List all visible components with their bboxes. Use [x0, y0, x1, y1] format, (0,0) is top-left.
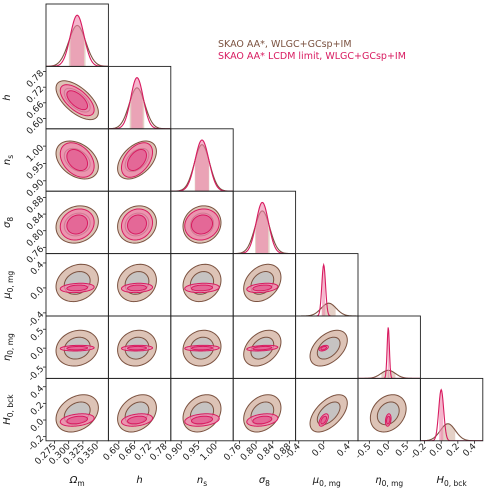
- x-tick-label: 0.0: [375, 442, 392, 459]
- panel-1d-H0: [420, 388, 483, 441]
- x-axis-label: ns: [197, 475, 207, 488]
- x-axis-label: η0, mg: [375, 475, 403, 488]
- contour-68-lcdm: [127, 345, 147, 351]
- panel-s8-eta0: [243, 329, 282, 367]
- x-tick-label: 0.90: [164, 442, 185, 463]
- panel-1d-ns: [170, 139, 234, 192]
- contour-68-lcdm: [190, 415, 214, 425]
- contour-68-lcdm: [66, 345, 89, 351]
- y-axis-label: ns: [2, 155, 15, 165]
- contour-68-lcdm: [66, 214, 89, 235]
- y-axis-label: η0, mg: [2, 333, 15, 361]
- posterior-curve-lcdm: [170, 139, 234, 192]
- panel-s8-H0: [243, 394, 282, 433]
- contour-68-lcdm: [66, 415, 89, 425]
- legend-entry-skao: SKAO AA*, WLGC+GCsp+IM: [218, 39, 352, 50]
- panel-1d-Om: [46, 14, 109, 67]
- panel-frame: [419, 377, 484, 442]
- posterior-band-skao: [440, 423, 456, 441]
- panel-1d-s8: [233, 201, 296, 254]
- posterior-band-lcdm: [131, 77, 143, 129]
- posterior-band-lcdm: [322, 264, 326, 316]
- contour-68-lcdm: [252, 284, 273, 292]
- panel-h-eta0: [117, 329, 157, 367]
- y-axis-label: μ0, mg: [2, 271, 15, 300]
- contour-68-lcdm: [386, 415, 391, 425]
- contour-68-skao: [376, 401, 400, 426]
- panel-Om-H0: [55, 394, 99, 433]
- x-tick-label: 0.95: [181, 442, 202, 463]
- x-tick-label: -0.2: [409, 442, 428, 461]
- x-tick-label: 0.0: [428, 442, 445, 459]
- panel-s8-mu0: [243, 263, 282, 303]
- posterior-curve-lcdm: [295, 262, 358, 317]
- panel-ns-s8: [182, 205, 222, 244]
- contour-68-lcdm: [190, 284, 214, 292]
- x-tick-label: 0.84: [256, 442, 277, 463]
- y-tick-label: 0.0: [29, 417, 46, 434]
- contour-68-lcdm: [320, 415, 328, 425]
- posterior-curve-lcdm: [46, 14, 109, 67]
- panel-Om-h: [55, 80, 99, 121]
- contour-68-lcdm: [190, 214, 214, 235]
- panel-mu0-H0: [309, 394, 348, 433]
- y-axis-label: h: [2, 94, 13, 100]
- panel-Om-eta0: [55, 329, 99, 367]
- x-tick-label: 0.4: [461, 442, 478, 459]
- legend-entry-lcdm: SKAO AA* LCDM limit, WLGC+GCsp+IM: [218, 51, 406, 62]
- y-tick-label: 0.4: [29, 384, 46, 401]
- y-tick-label: 0.0: [29, 285, 46, 302]
- panel-1d-h: [108, 77, 171, 129]
- contour-68-lcdm: [127, 148, 147, 172]
- posterior-band-lcdm: [439, 389, 444, 441]
- contour-68-lcdm: [127, 284, 147, 292]
- x-tick-label: 0.2: [445, 442, 462, 459]
- y-axis-label: H0, bck: [2, 394, 15, 425]
- posterior-band-lcdm: [195, 140, 209, 192]
- contour-68-lcdm: [190, 345, 214, 351]
- contour-68-lcdm: [127, 415, 147, 425]
- panel-ns-H0: [182, 394, 222, 433]
- panel-1d-eta0: [358, 327, 421, 379]
- panel-h-s8: [117, 205, 157, 244]
- panel-eta0-H0: [369, 394, 407, 433]
- panel-ns-mu0: [182, 263, 222, 303]
- y-axis-label: σ8: [2, 217, 15, 228]
- contour-68-lcdm: [252, 415, 273, 425]
- panel-h-ns: [117, 140, 157, 180]
- contour-68-lcdm: [252, 345, 273, 351]
- x-axis-label: h: [136, 475, 142, 486]
- panel-1d-mu0: [295, 262, 358, 317]
- x-axis-label: σ8: [259, 475, 270, 488]
- panel-h-H0: [117, 394, 157, 433]
- x-axis-label: H0, bck: [436, 475, 467, 488]
- x-tick-label: 1.00: [199, 442, 220, 463]
- x-tick-label: -0.5: [354, 442, 373, 461]
- contour-68-lcdm: [66, 90, 89, 111]
- contour-68-lcdm: [320, 345, 328, 351]
- y-tick-label: 0.0: [29, 345, 46, 362]
- x-tick-label: 0.80: [239, 442, 260, 463]
- panel-h-mu0: [117, 263, 157, 303]
- x-axis-label: μ0, mg: [312, 475, 341, 488]
- contour-68-lcdm: [66, 284, 89, 292]
- x-tick-label: 0.4: [336, 442, 353, 459]
- panel-ns-eta0: [182, 329, 222, 367]
- x-tick-label: 0.5: [394, 442, 411, 459]
- x-axis-label: Ωm: [69, 475, 85, 488]
- panel-mu0-eta0: [309, 329, 348, 367]
- x-tick-label: 0.0: [311, 442, 328, 459]
- panel-Om-ns: [55, 140, 99, 180]
- posterior-band-lcdm: [70, 15, 84, 67]
- x-tick-label: 0.76: [222, 442, 243, 463]
- panel-Om-mu0: [55, 263, 99, 303]
- contour-68-lcdm: [66, 148, 89, 172]
- contour-68-lcdm: [127, 214, 147, 235]
- contour-68-skao: [316, 336, 341, 360]
- posterior-band-lcdm: [256, 202, 269, 254]
- panel-Om-s8: [55, 205, 99, 244]
